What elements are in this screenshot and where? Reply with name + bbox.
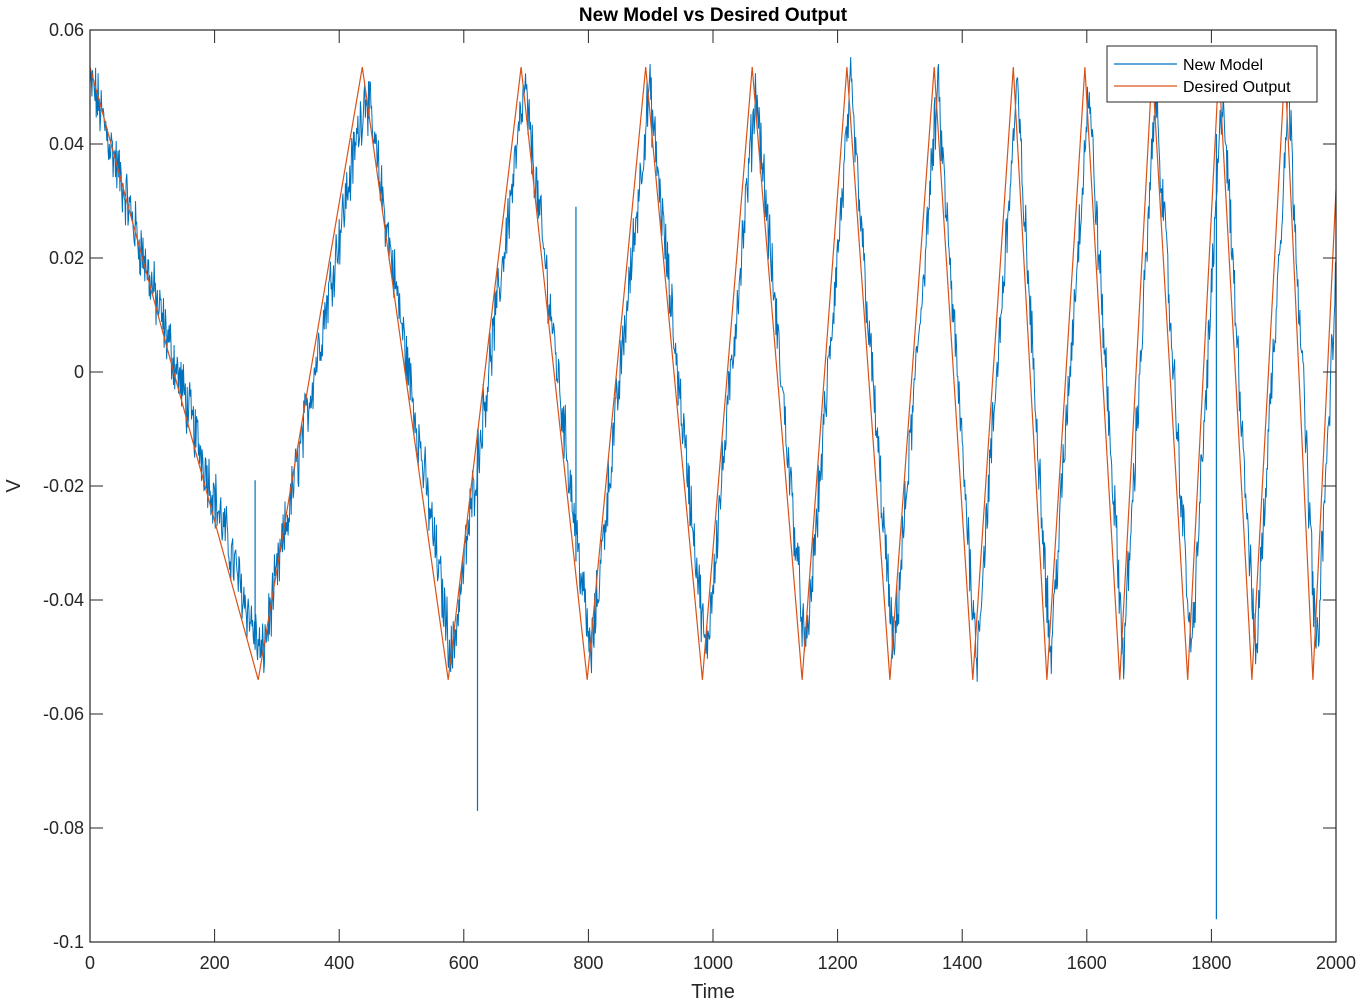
x-tick-label: 800 [573, 953, 603, 973]
axes-box [89, 29, 1337, 943]
y-tick-label: -0.1 [53, 932, 84, 952]
x-tick-label: 1800 [1191, 953, 1231, 973]
x-tick-label: 1200 [818, 953, 858, 973]
legend: New Model Desired Output [1106, 45, 1318, 103]
y-tick-label: 0.02 [49, 248, 84, 268]
x-tick-label: 1000 [693, 953, 733, 973]
x-axis-ticks: 0 200 400 600 800 1000 1200 1400 1600 1800 2000 [85, 30, 1356, 973]
y-tick-label: 0.06 [49, 20, 84, 40]
y-tick-label: -0.02 [43, 476, 84, 496]
x-axis-label: Time [691, 981, 735, 1003]
x-tick-label: 200 [200, 953, 230, 973]
legend-label-new-model: New Model [1183, 57, 1263, 74]
legend-label-desired-output: Desired Output [1183, 79, 1291, 96]
x-tick-label: 1400 [942, 953, 982, 973]
x-tick-label: 2000 [1316, 953, 1356, 973]
x-tick-label: 1600 [1067, 953, 1107, 973]
y-tick-label: -0.04 [43, 590, 84, 610]
x-tick-label: 600 [449, 953, 479, 973]
y-tick-label: 0 [74, 362, 84, 382]
y-axis-ticks: -0.1 -0.08 -0.06 -0.04 -0.02 0 0.02 0.04 0.06 [43, 20, 1336, 952]
y-axis-label: V [3, 479, 25, 493]
y-tick-label: -0.08 [43, 818, 84, 838]
chart-title: New Model vs Desired Output [579, 5, 848, 26]
y-tick-label: 0.04 [49, 134, 84, 154]
x-tick-label: 400 [324, 953, 354, 973]
y-tick-label: -0.06 [43, 704, 84, 724]
x-tick-label: 0 [85, 953, 95, 973]
plot-area [89, 55, 1337, 920]
series-new-model [89, 55, 1337, 682]
